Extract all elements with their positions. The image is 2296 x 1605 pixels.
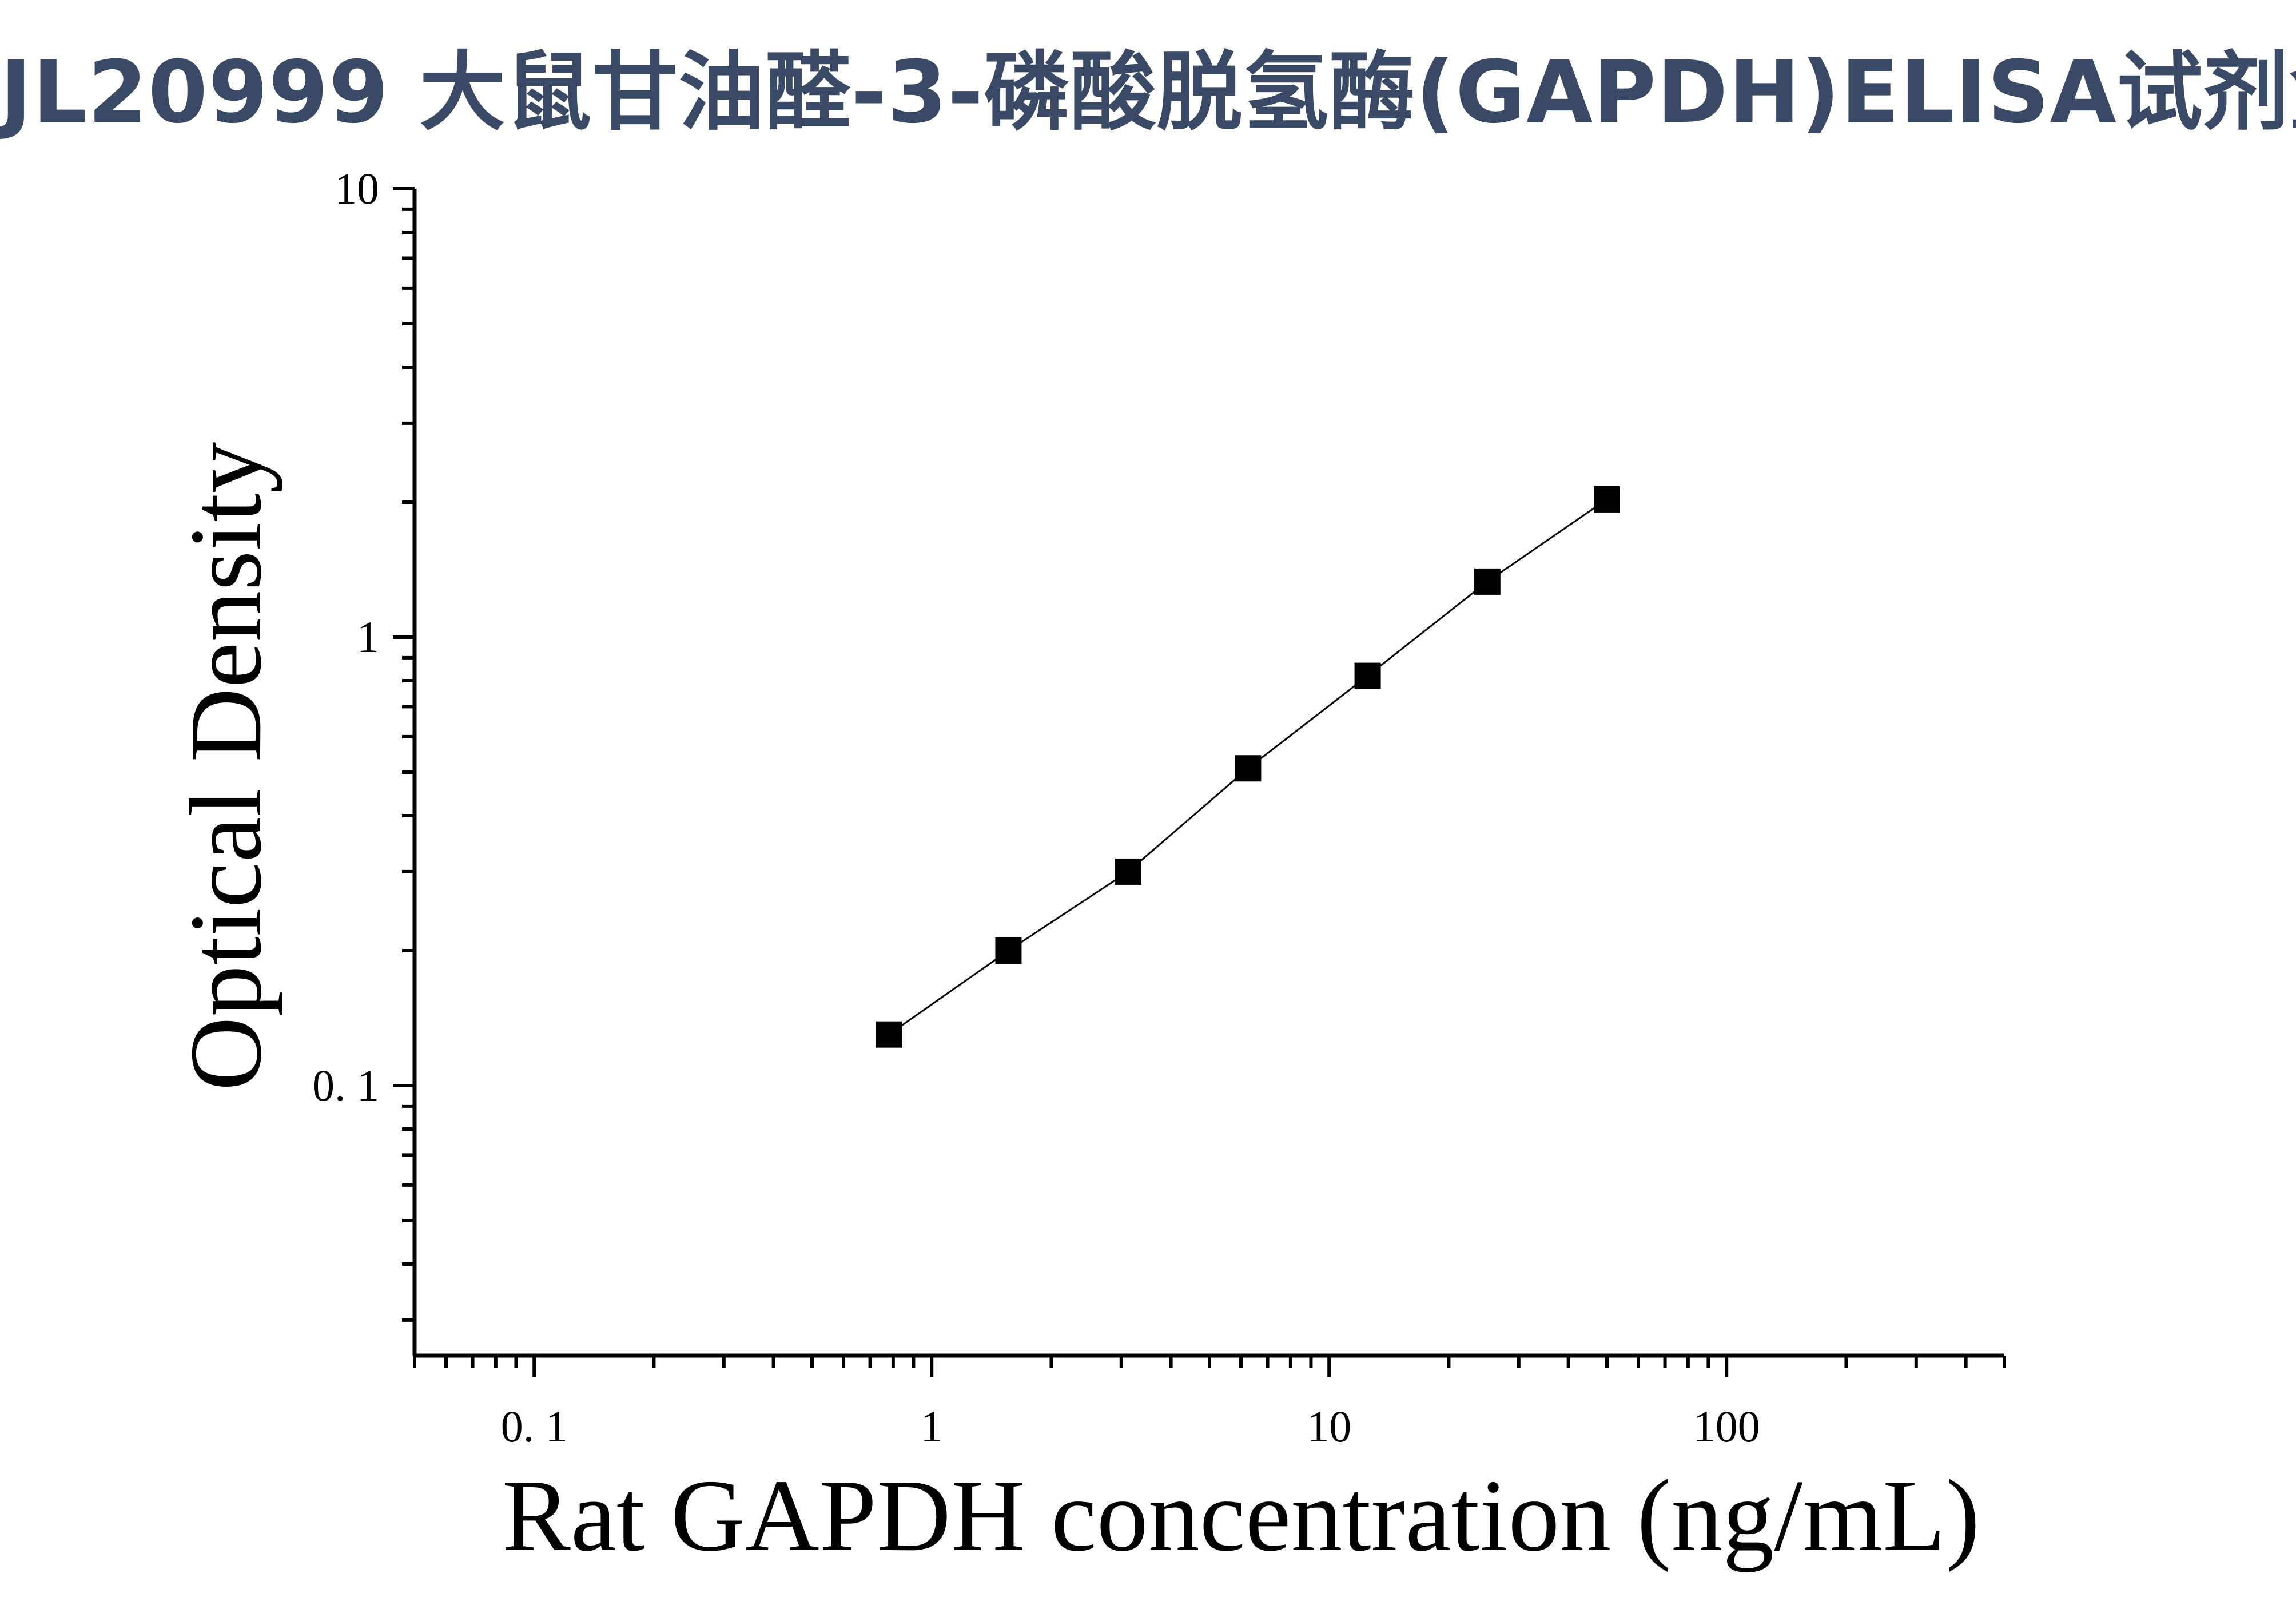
data-points <box>876 486 1620 1048</box>
chart-title: JL20999 大鼠甘油醛-3-磷酸脱氢酶(GAPDH)ELISA试剂盒 <box>0 43 2296 142</box>
x-tick-label: 1 <box>921 1401 943 1451</box>
data-point <box>1474 568 1501 595</box>
x-axis-label: Rat GAPDH concentration (ng/mL) <box>502 1459 1980 1572</box>
data-point <box>1354 662 1381 689</box>
data-point <box>876 1021 902 1048</box>
y-tick-label: 0. 1 <box>312 1060 379 1110</box>
data-point <box>995 937 1022 964</box>
data-point <box>1235 755 1262 782</box>
axes <box>412 189 2004 1358</box>
data-point <box>1115 858 1141 885</box>
y-tick-label: 10 <box>335 164 379 213</box>
data-point <box>1594 486 1620 513</box>
ticks: 0. 1 1 10 100 0. 1 1 10 <box>312 164 2006 1451</box>
x-tick-label: 100 <box>1693 1401 1760 1451</box>
x-tick-label: 0. 1 <box>501 1401 568 1451</box>
y-axis-label: Optical Density <box>169 442 282 1091</box>
y-tick-label: 1 <box>357 612 379 662</box>
x-tick-label: 10 <box>1307 1401 1351 1451</box>
